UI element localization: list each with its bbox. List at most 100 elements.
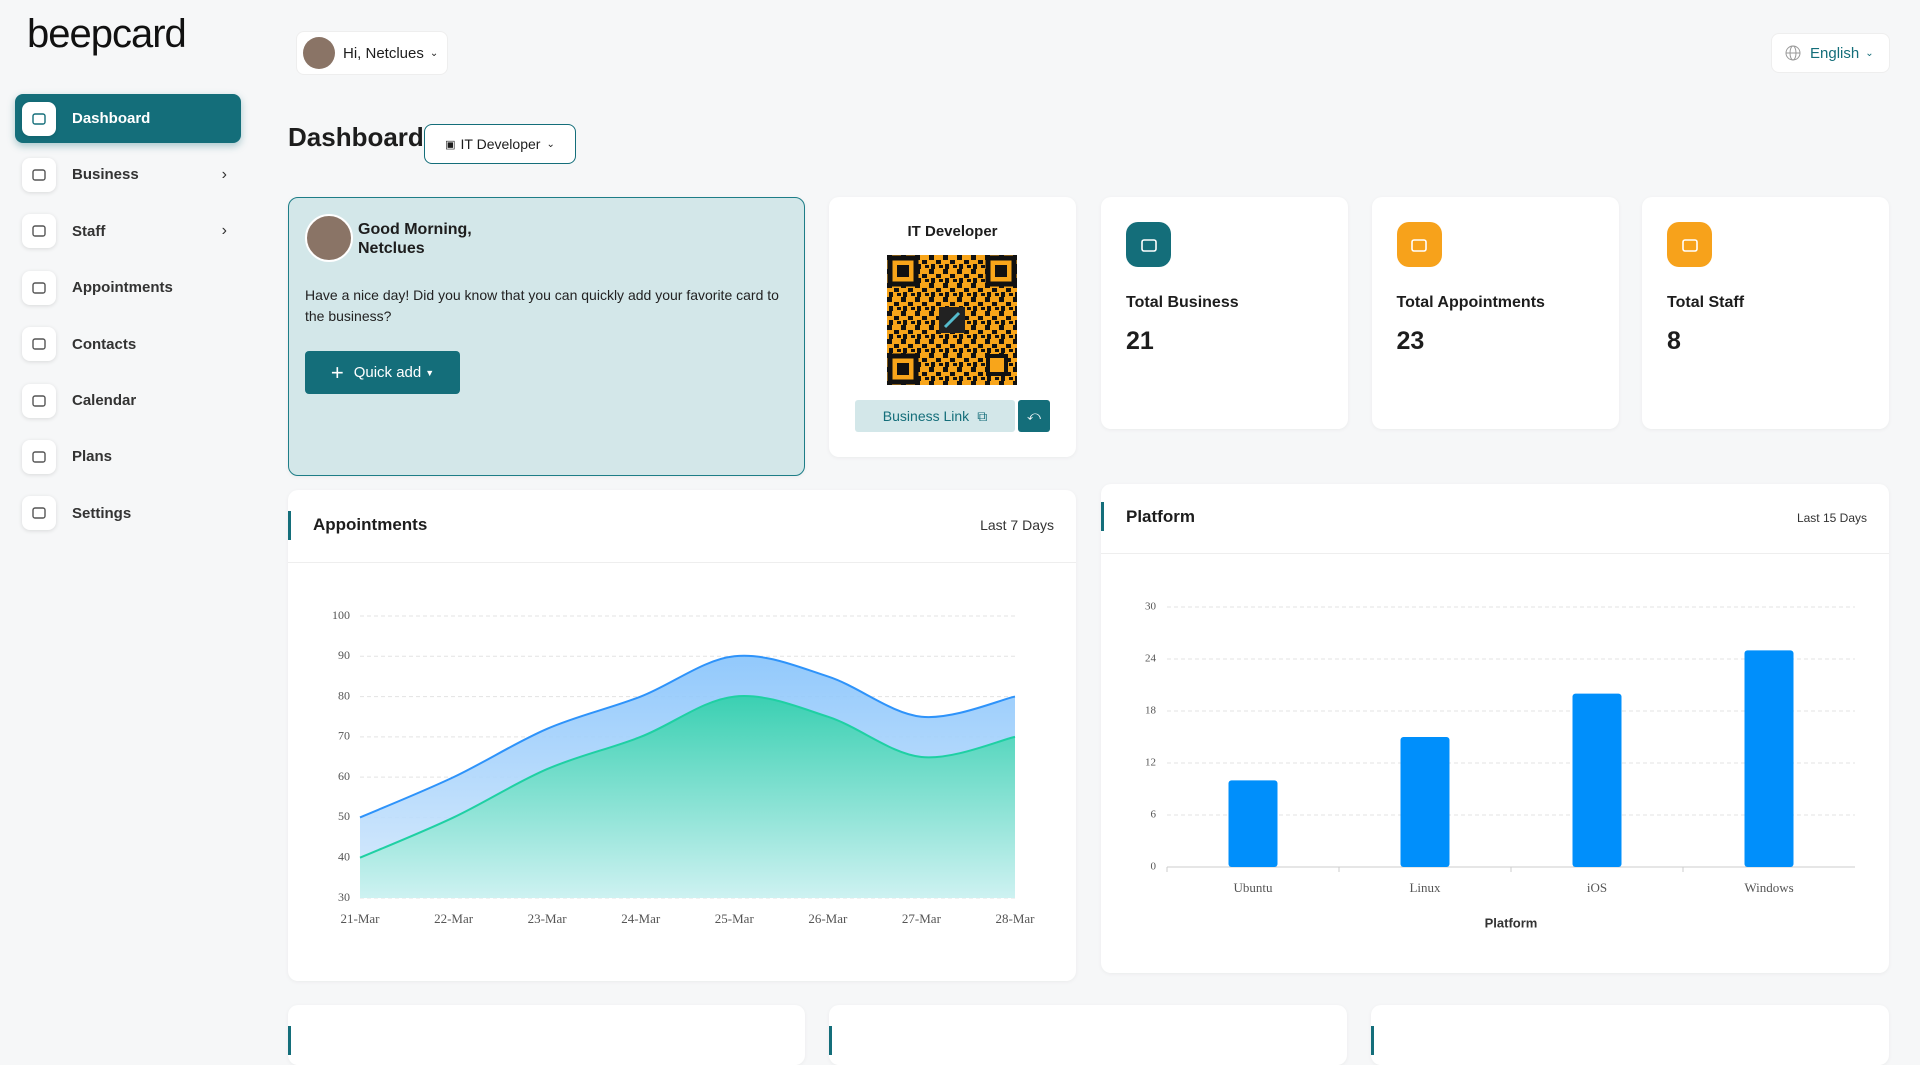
chart-subtitle: Last 15 Days bbox=[1796, 511, 1867, 525]
chevron: › bbox=[221, 222, 227, 240]
menu-item[interactable]: Contacts bbox=[15, 320, 241, 369]
bar bbox=[1228, 780, 1278, 867]
x-tick-label: 22-Mar bbox=[434, 911, 474, 926]
menu-label: Appointments bbox=[72, 279, 173, 297]
menu-item[interactable]: Staff › bbox=[15, 207, 241, 256]
profile: IT Developer bbox=[460, 136, 541, 152]
y-tick-label: 50 bbox=[338, 809, 350, 823]
accent-bar bbox=[288, 511, 291, 540]
appointments-card: Appointments Last 7 Days 30 40 50 60 70 80 90 1… bbox=[288, 490, 1076, 981]
y-tick-label: 100 bbox=[332, 608, 350, 622]
x-tick-label: iOS bbox=[1587, 880, 1607, 895]
menu-icon bbox=[22, 439, 56, 474]
y-tick-label: 30 bbox=[1145, 601, 1157, 613]
stat-label: Total Business bbox=[1126, 294, 1239, 311]
bar-chart: 0 6 12 18 24 30 Ubuntu Linux iOS Windows Platform bbox=[1145, 601, 1855, 930]
y-tick-label: 0 bbox=[1151, 861, 1157, 873]
line bbox=[359, 695, 1016, 859]
bar bbox=[1744, 650, 1794, 867]
bar bbox=[1400, 737, 1450, 867]
menu-icon bbox=[22, 383, 56, 418]
y-tick-label: 90 bbox=[338, 648, 350, 662]
x-tick-label: Ubuntu bbox=[1234, 880, 1274, 895]
logo-text: beepcard bbox=[27, 12, 187, 56]
menu-item[interactable]: Plans bbox=[15, 432, 241, 481]
stat-label: Total Staff bbox=[1667, 294, 1745, 311]
menu-item[interactable]: Appointments bbox=[15, 263, 241, 312]
qr-card: IT Developer Business Link ⧉ ⤺ bbox=[829, 197, 1076, 457]
stat-card: Total Appointments 23 bbox=[1371, 197, 1619, 429]
menu-item[interactable]: Settings bbox=[15, 489, 241, 538]
stat-card: Total Business 21 bbox=[1101, 197, 1348, 429]
divider bbox=[288, 562, 1076, 563]
platform-card: Platform Last 15 Days 0 6 12 18 24 30 Ubuntu Li… bbox=[1101, 484, 1889, 973]
menu-icon bbox=[22, 101, 56, 136]
chevron: › bbox=[221, 165, 227, 183]
stat-value: 21 bbox=[1126, 327, 1154, 355]
qr-title: IT Developer bbox=[907, 223, 998, 240]
logo: beepcard bbox=[27, 12, 187, 57]
x-tick-label: 21-Mar bbox=[341, 911, 381, 926]
welcome-line: Netclues bbox=[358, 240, 425, 257]
language-select[interactable]: English ⌄ bbox=[1771, 33, 1890, 73]
share-button[interactable]: ⤺ bbox=[1018, 400, 1050, 432]
menu-item[interactable]: Calendar bbox=[15, 376, 241, 425]
welcome-line: Good Morning, bbox=[358, 221, 472, 238]
welcome-card: Good Morning, Netclues Have a nice day! D… bbox=[288, 197, 805, 476]
y-tick-label: 24 bbox=[1145, 653, 1157, 665]
y-tick-label: 60 bbox=[338, 769, 350, 783]
welcome-message: Have a nice day! Did you know that you c… bbox=[305, 287, 779, 324]
user-menu[interactable]: Hi, Netclues ⌄ bbox=[296, 31, 448, 75]
avatar bbox=[303, 37, 335, 69]
y-tick-label: 18 bbox=[1145, 705, 1157, 717]
x-tick-label: 25-Mar bbox=[715, 911, 755, 926]
page-title: Dashboard bbox=[288, 122, 424, 152]
qr-code bbox=[887, 255, 1017, 385]
menu-label: Contacts bbox=[72, 335, 137, 353]
avatar bbox=[305, 214, 353, 262]
menu-item[interactable]: Business › bbox=[15, 150, 241, 199]
menu-label: Business bbox=[72, 166, 139, 184]
stat-icon bbox=[1126, 222, 1171, 267]
x-tick-label: 27-Mar bbox=[902, 911, 942, 926]
chart-title: Appointments bbox=[313, 515, 428, 534]
y-tick-label: 80 bbox=[338, 688, 350, 702]
storage-card bbox=[1371, 1005, 1889, 1065]
x-tick-label: Linux bbox=[1409, 880, 1441, 895]
menu-label: Calendar bbox=[72, 392, 137, 409]
x-tick-label: 26-Mar bbox=[808, 911, 848, 926]
button-label: Quick add bbox=[353, 364, 422, 381]
x-tick-label: 23-Mar bbox=[528, 911, 568, 926]
chart-subtitle: Last 7 Days bbox=[980, 517, 1054, 533]
area bbox=[360, 696, 1015, 898]
welcome-title: Good Morning, Netclues bbox=[358, 220, 472, 258]
menu-label: Staff bbox=[72, 222, 106, 240]
y-tick-label: 12 bbox=[1145, 757, 1156, 769]
divider bbox=[1101, 553, 1889, 554]
stat-icon bbox=[1667, 222, 1712, 267]
menu-icon bbox=[22, 214, 56, 249]
quick-add-button[interactable]: + Quick add ▼ bbox=[305, 351, 460, 394]
accent-bar bbox=[1101, 502, 1104, 531]
chart-title: Platform bbox=[1126, 507, 1195, 526]
y-tick-label: 30 bbox=[338, 890, 350, 904]
y-tick-label: 40 bbox=[338, 849, 350, 863]
menu-item[interactable]: Dashboard bbox=[15, 94, 241, 143]
bar bbox=[1572, 693, 1622, 867]
stat-card: Total Staff 8 bbox=[1642, 197, 1889, 429]
stat-icon bbox=[1396, 222, 1442, 267]
stat-label: Total Appointments bbox=[1396, 294, 1545, 311]
business-link-button[interactable]: Business Link ⧉ bbox=[855, 400, 1015, 432]
link-label: Business Link bbox=[882, 408, 970, 424]
y-tick-label: 6 bbox=[1151, 809, 1157, 821]
browser-card bbox=[288, 1005, 805, 1065]
stat-value: 23 bbox=[1396, 327, 1425, 355]
language: English bbox=[1810, 44, 1860, 62]
x-tick-label: 24-Mar bbox=[621, 911, 661, 926]
menu-icon bbox=[22, 327, 56, 362]
menu-icon bbox=[22, 496, 56, 531]
menu-label: Dashboard bbox=[72, 110, 151, 127]
stat-value: 8 bbox=[1667, 327, 1681, 355]
profile-select[interactable]: ▣ IT Developer ⌄ bbox=[424, 124, 576, 164]
x-tick-label: 28-Mar bbox=[996, 911, 1036, 926]
